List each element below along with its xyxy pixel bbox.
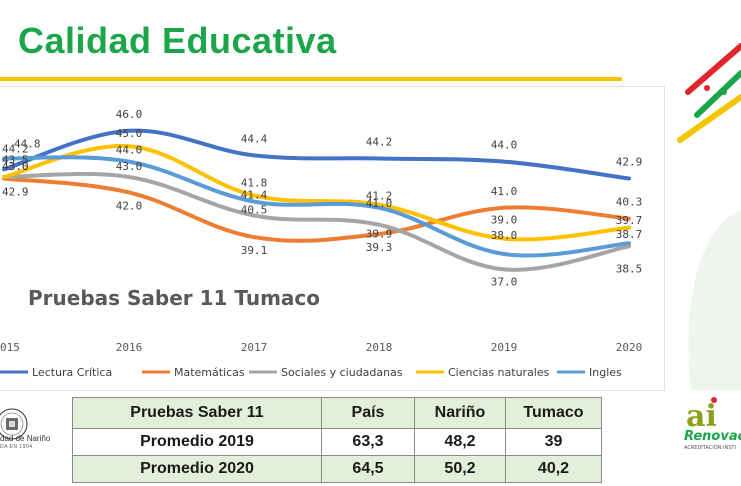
x-axis-ticks: 015 2016 2017 2018 2019 2020 [0,341,642,354]
table-header-cell: Pruebas Saber 11 [72,397,322,429]
data-label-sociales: 43.0 [2,160,29,173]
table-row: Promedio 2019 63,3 48,2 39 [72,428,602,456]
table-cell: 64,5 [321,455,415,483]
data-label-ingles: 38.7 [616,228,643,241]
x-tick-label: 2016 [116,341,143,354]
chart-overlay-text: Pruebas Saber 11 Tumaco [28,286,320,310]
data-label-lectura: 46.0 [116,108,143,121]
table-header-row: Pruebas Saber 11 País Nariño Tumaco [72,397,602,429]
x-tick-label: 2019 [491,341,518,354]
x-tick-label: 2017 [241,341,268,354]
legend-item-lectura: Lectura Crítica [0,366,112,379]
table-cell: 63,3 [321,428,415,456]
accreditation-mark: ai [686,399,717,434]
series-line-ingles [2,155,631,258]
data-label-lectura: 44.2 [366,136,393,149]
legend-label: Ingles [589,366,622,379]
legend-label: Sociales y ciudadanas [281,366,403,379]
data-label-sociales: 40.5 [241,204,268,217]
table-cell: 40,2 [505,455,602,483]
summary-table: Pruebas Saber 11 País Nariño Tumaco Prom… [72,397,602,483]
legend-item-ingles: Ingles [557,366,622,379]
data-label-ingles: 41.4 [241,189,268,202]
data-label-matematicas: 42.0 [116,199,143,212]
legend-label: Matemáticas [174,366,245,379]
data-label-ciencias: 41.2 [366,190,393,203]
data-label-sociales: 43.0 [116,160,143,173]
university-founded: DA EN 1904 [0,444,33,450]
data-label-ciencias: 39.0 [491,214,518,227]
university-seal-logo [0,408,28,440]
data-label-matematicas: 42.9 [2,186,29,199]
data-label-ingles: 38.0 [491,229,518,242]
series-line-ciencias [2,144,631,242]
data-label-lectura: 42.9 [616,156,643,169]
data-label-sociales: 37.0 [491,275,518,288]
legend-item-ciencias: Ciencias naturales [416,366,550,379]
data-label-matematicas: 39.1 [241,244,268,257]
table-cell: Promedio 2020 [72,455,322,483]
accreditation-sub: ACREDITACIÓN INSTI [684,444,736,451]
table-header-cell: Tumaco [505,397,602,429]
legend-item-matematicas: Matemáticas [142,366,245,379]
data-label-lectura: 43.5 [2,153,29,166]
accreditation-text: Renovac [684,429,741,444]
table-header-cell: País [321,397,415,429]
x-tick-label: 015 [0,341,20,354]
table-cell: 39 [505,428,602,456]
data-label-matematicas: 41.0 [491,185,518,198]
decorative-stripes [677,43,741,390]
data-label-sociales: 38.5 [616,262,643,275]
table-cell: Promedio 2019 [72,428,322,456]
data-label-matematicas: 39.3 [366,241,393,254]
data-label-sociales: 39.9 [366,228,393,241]
legend-label: Ciencias naturales [448,366,550,379]
line-chart: 43.5 46.0 44.4 44.2 44.0 42.9 42.9 42.0 39.1 39.3… [0,108,642,379]
data-label-ciencias: 43.0 [2,160,29,173]
data-label-extra: 44.8 [14,137,41,150]
series-layer [2,128,631,272]
data-label-ingles: 41.0 [366,197,393,210]
data-label-layer: 43.5 46.0 44.4 44.2 44.0 42.9 42.9 42.0 39.1 39.3… [2,108,642,289]
data-label-ciencias: 45.0 [116,127,143,140]
data-label-ciencias: 41.8 [241,177,268,190]
university-name: dad de Nariño [0,434,51,443]
series-line-sociales [2,171,631,272]
data-label-ingles: 44.0 [116,144,143,157]
table-row: Promedio 2020 64,5 50,2 40,2 [72,455,602,483]
accreditation-logo: ai Renovac ACREDITACIÓN INSTI [684,397,741,451]
x-tick-label: 2018 [366,341,393,354]
table-cell: 50,2 [414,455,506,483]
data-label-matematicas: 40.3 [616,196,643,209]
data-label-ciencias: 39.7 [616,214,643,227]
x-tick-label: 2020 [616,341,643,354]
table-header-cell: Nariño [414,397,506,429]
series-line-lectura [2,128,631,181]
data-label-ingles: 44.2 [2,143,29,156]
legend-item-sociales: Sociales y ciudadanas [249,366,403,379]
data-label-lectura: 44.0 [491,139,518,152]
series-line-matematicas [2,176,631,243]
legend-label: Lectura Crítica [32,366,112,379]
data-label-lectura: 44.4 [241,132,268,145]
title-underline [0,77,622,81]
page-title: Calidad Educativa [18,20,337,61]
chart-legend: Lectura Crítica Matemáticas Sociales y ciu… [0,366,622,379]
table-cell: 48,2 [414,428,506,456]
